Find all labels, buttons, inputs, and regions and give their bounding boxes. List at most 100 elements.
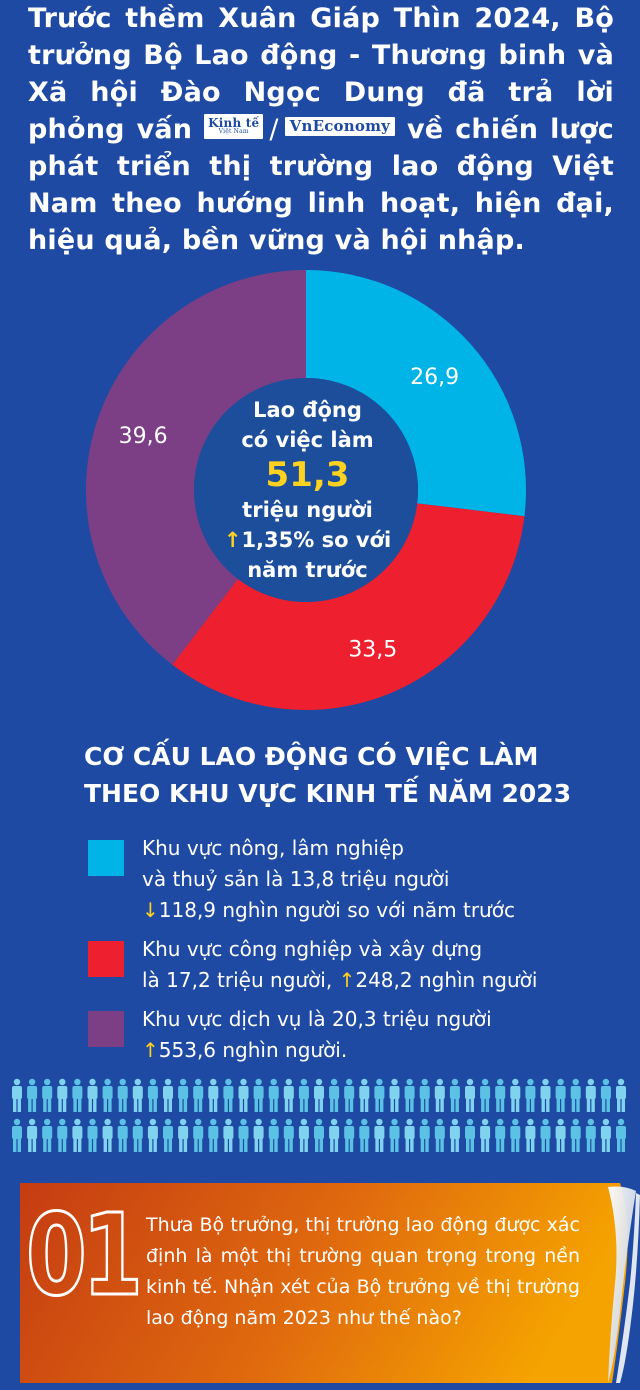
person-icon — [480, 1118, 491, 1152]
up-arrow-icon: ↑ — [223, 528, 242, 552]
person-icon — [389, 1078, 400, 1112]
legend-swatch-purple — [88, 1011, 124, 1047]
person-icon — [147, 1118, 158, 1152]
legend-item-industry: Khu vực công nghiệp và xây dựng là 17,2 … — [88, 934, 628, 996]
person-icon — [510, 1078, 521, 1112]
person-icon — [72, 1078, 83, 1112]
person-icon — [404, 1078, 415, 1112]
person-icon — [404, 1118, 415, 1152]
donut-slice-2 — [85, 270, 306, 665]
center-change: ↑1,35% so với — [223, 528, 392, 552]
person-icon — [359, 1078, 370, 1112]
person-icon — [555, 1118, 566, 1152]
person-icon — [27, 1118, 38, 1152]
person-icon — [163, 1078, 173, 1112]
person-icon — [283, 1078, 294, 1112]
person-icon — [102, 1118, 113, 1152]
person-icon — [27, 1078, 38, 1112]
donut-center-label: Lao động có việc làm 51,3 triệu người ↑1… — [205, 395, 410, 585]
person-icon — [329, 1078, 340, 1112]
person-icon — [12, 1078, 22, 1112]
person-icon — [510, 1118, 521, 1152]
center-unit: triệu người — [242, 498, 373, 522]
center-line-1: Lao động — [253, 398, 362, 422]
person-icon — [570, 1078, 581, 1112]
person-icon — [480, 1078, 491, 1112]
person-icon — [374, 1118, 385, 1152]
logo-separator: / — [269, 114, 279, 145]
person-icon — [178, 1118, 189, 1152]
person-icon — [465, 1118, 475, 1152]
person-icon — [555, 1078, 566, 1112]
intro-text-2: về chiến lược phát triển thị trường lao … — [28, 114, 614, 256]
person-icon — [389, 1118, 400, 1152]
person-icon — [268, 1078, 279, 1112]
legend-swatch-blue — [88, 840, 124, 876]
person-icon — [238, 1118, 249, 1152]
person-icon — [102, 1078, 113, 1112]
center-line-2: có việc làm — [241, 428, 374, 452]
up-arrow-icon: ↑ — [338, 968, 356, 992]
person-icon — [434, 1118, 445, 1152]
vneconomy-logo[interactable]: VnEconomy — [284, 117, 396, 136]
person-icon — [72, 1118, 83, 1152]
donut-slice-label-2: 39,6 — [119, 424, 168, 449]
person-icon — [208, 1078, 219, 1112]
donut-slice-1 — [172, 503, 525, 710]
person-icon — [465, 1078, 475, 1112]
person-icon — [570, 1118, 581, 1152]
person-icon — [147, 1078, 158, 1112]
person-icon — [314, 1078, 324, 1112]
person-icon — [495, 1078, 506, 1112]
up-arrow-icon: ↑ — [142, 1038, 159, 1062]
legend-item-services: Khu vực dịch vụ là 20,3 triệu người ↑553… — [88, 1004, 628, 1066]
person-icon — [12, 1118, 22, 1152]
person-icon — [208, 1118, 219, 1152]
center-line-6: năm trước — [247, 558, 368, 582]
donut-center-circle — [194, 378, 418, 602]
person-icon — [57, 1078, 68, 1112]
person-icon — [600, 1078, 611, 1112]
person-icon — [359, 1118, 370, 1152]
donut-slice-0 — [306, 270, 526, 517]
person-icon — [238, 1078, 249, 1112]
person-icon — [253, 1078, 264, 1112]
person-icon — [495, 1118, 506, 1152]
question-banner — [20, 1183, 640, 1383]
person-icon — [540, 1078, 551, 1112]
person-icon — [298, 1118, 309, 1152]
legend-swatch-red — [88, 941, 124, 977]
person-icon — [223, 1078, 234, 1112]
person-icon — [57, 1118, 68, 1152]
person-icon — [374, 1078, 385, 1112]
person-icon — [449, 1078, 460, 1112]
person-icon — [449, 1118, 460, 1152]
person-icon — [193, 1118, 204, 1152]
donut-chart: 26,9 33,5 39,6 — [85, 270, 526, 710]
person-icon — [616, 1118, 626, 1152]
person-icon — [344, 1118, 355, 1152]
person-icon — [419, 1118, 430, 1152]
person-icon — [117, 1078, 128, 1112]
person-icon — [42, 1078, 53, 1112]
people-icons-band — [12, 1078, 626, 1152]
person-icon — [132, 1118, 143, 1152]
person-icon — [87, 1078, 98, 1112]
intro-paragraph: Trước thềm Xuân Giáp Thìn 2024, Bộ trưởn… — [28, 0, 614, 259]
down-arrow-icon: ↓ — [142, 898, 159, 922]
person-icon — [434, 1078, 445, 1112]
question-number: 01 — [25, 1191, 144, 1321]
person-icon — [178, 1078, 189, 1112]
person-icon — [163, 1118, 173, 1152]
person-icon — [525, 1078, 536, 1112]
donut-slice-label-1: 33,5 — [348, 637, 397, 662]
kinh-te-viet-nam-logo[interactable]: Kinh tế Việt Nam — [204, 114, 264, 139]
center-total-value: 51,3 — [265, 455, 350, 495]
person-icon — [268, 1118, 279, 1152]
question-text: Thưa Bộ trưởng, thị trường lao động được… — [146, 1214, 580, 1329]
person-icon — [585, 1078, 596, 1112]
section-title: CƠ CẤU LAO ĐỘNG CÓ VIỆC LÀM THEO KHU VỰC… — [84, 742, 572, 808]
person-icon — [87, 1118, 98, 1152]
person-icon — [314, 1118, 324, 1152]
person-icon — [283, 1118, 294, 1152]
